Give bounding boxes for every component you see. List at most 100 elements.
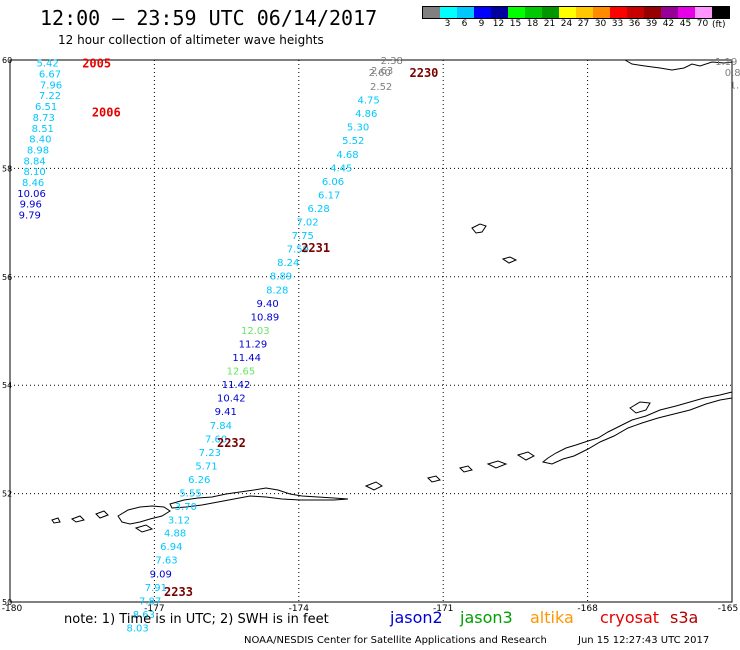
page-title: 12:00 – 23:59 UTC 06/14/2017 bbox=[40, 6, 378, 30]
wave-height-value: 6.67 bbox=[39, 70, 61, 81]
wave-height-value: 7.22 bbox=[39, 91, 61, 102]
satellite-label-altika: altika bbox=[530, 608, 574, 627]
wave-height-value: 5.71 bbox=[195, 461, 217, 472]
wave-height-value: 7.75 bbox=[292, 231, 314, 242]
legend-label: 36 bbox=[628, 19, 641, 29]
wave-height-value: 11.29 bbox=[239, 339, 268, 350]
legend-label: 27 bbox=[577, 19, 590, 29]
wave-height-value: 10.42 bbox=[217, 394, 246, 405]
legend-swatch bbox=[593, 7, 610, 18]
wave-height-value: 5.52 bbox=[342, 136, 364, 147]
wave-height-value: 12.03 bbox=[241, 326, 270, 337]
wave-height-value: 7.60 bbox=[205, 434, 227, 445]
lon-label: -180 bbox=[2, 604, 23, 614]
wave-height-value: 8.03 bbox=[126, 623, 148, 634]
legend-swatch bbox=[491, 7, 508, 18]
pass-time-label: 2231 bbox=[301, 241, 330, 255]
lon-label: -171 bbox=[433, 604, 453, 614]
wave-height-value: 4.88 bbox=[164, 529, 186, 540]
wave-height-value: 6.51 bbox=[35, 102, 57, 113]
pass-time-labels: 2005 2006 2230 2231 2232 2233 bbox=[82, 57, 438, 599]
wave-height-value: 7.87 bbox=[139, 596, 161, 607]
coastline bbox=[51, 59, 733, 533]
satellite-label-cryosat: cryosat bbox=[600, 608, 660, 627]
legend-swatch bbox=[542, 7, 559, 18]
aleutian-west-chain bbox=[117, 505, 171, 525]
legend-swatch bbox=[695, 7, 712, 18]
legend-label: 3 bbox=[444, 19, 451, 29]
legend-swatch bbox=[457, 7, 474, 18]
legend-swatch bbox=[712, 7, 729, 18]
wave-height-value: 8.10 bbox=[23, 167, 45, 178]
wave-height-value: 9.96 bbox=[20, 200, 42, 211]
satellite-label-s3a: s3a bbox=[670, 608, 699, 627]
legend-swatch bbox=[678, 7, 695, 18]
legend-swatch bbox=[508, 7, 525, 18]
island-north-2 bbox=[501, 256, 518, 264]
aleutian-east-coast bbox=[541, 391, 733, 465]
island-west-c bbox=[51, 517, 61, 524]
legend-label: 6 bbox=[461, 19, 468, 29]
wave-height-value: 6.26 bbox=[188, 475, 210, 486]
pass-time-label: 2230 bbox=[410, 66, 439, 80]
pass-time-label: 2232 bbox=[217, 436, 246, 450]
wave-height-value: 7.91 bbox=[145, 583, 167, 594]
legend-swatch bbox=[559, 7, 576, 18]
satellite-label-jason3: jason3 bbox=[460, 608, 513, 627]
lat-label: 60 bbox=[2, 56, 12, 65]
wave-height-value: 9.41 bbox=[215, 407, 237, 418]
footer-credit: NOAA/NESDIS Center for Satellite Applica… bbox=[244, 635, 547, 646]
wave-height-value: 1. bbox=[730, 80, 740, 91]
wave-height-value: 9.40 bbox=[256, 299, 278, 310]
legend-swatch bbox=[525, 7, 542, 18]
lon-label: -168 bbox=[577, 604, 598, 614]
lat-label: 54 bbox=[2, 381, 12, 390]
aleutian-central-chain bbox=[169, 487, 349, 509]
longitude-labels: -180 -177 -174 -171 -168 -165 bbox=[2, 604, 738, 614]
legend-label: 21 bbox=[543, 19, 556, 29]
wave-height-value: 6.94 bbox=[160, 542, 182, 553]
wave-height-value: 8.28 bbox=[266, 285, 288, 296]
legend-labels: 3 6 9 12 15 18 21 24 27 30 33 36 39 42 45 70 bbox=[422, 19, 730, 29]
wave-height-value: 2.52 bbox=[370, 82, 392, 93]
wave-height-value: 12.65 bbox=[227, 367, 256, 378]
legend-swatch bbox=[423, 7, 440, 18]
legend-label: 12 bbox=[492, 19, 505, 29]
legend-label: 45 bbox=[679, 19, 692, 29]
wave-height-value: 0.8 bbox=[725, 68, 740, 79]
pass-time-label: 2006 bbox=[92, 105, 121, 119]
wave-height-value: 7.23 bbox=[199, 448, 221, 459]
wave-height-value: 8.73 bbox=[33, 113, 55, 124]
color-scale-legend: 3 6 9 12 15 18 21 24 27 30 33 36 39 42 45 70 (ft) bbox=[422, 6, 730, 30]
pass-time-label: 2005 bbox=[82, 57, 111, 71]
wave-height-value: 4.75 bbox=[358, 96, 380, 107]
island-west-d bbox=[134, 524, 154, 533]
legend-swatch bbox=[627, 7, 644, 18]
legend-label: 9 bbox=[478, 19, 485, 29]
wave-height-value: 4.86 bbox=[355, 109, 377, 120]
legend-label bbox=[422, 19, 439, 29]
island-north-1 bbox=[471, 223, 487, 234]
island-east-b bbox=[486, 460, 508, 469]
mainland-coast-north bbox=[624, 59, 733, 71]
wave-height-value: 8.98 bbox=[27, 145, 49, 156]
island-east-c bbox=[459, 465, 473, 473]
wave-height-value: 8.63 bbox=[133, 610, 155, 621]
wave-height-value: 11.42 bbox=[222, 380, 251, 391]
legend-unit: (ft) bbox=[712, 20, 726, 30]
wave-height-value: 4.68 bbox=[336, 150, 358, 161]
wave-height-value: 10.89 bbox=[251, 312, 280, 323]
wave-height-value: 4.45 bbox=[330, 163, 352, 174]
wave-height-value: 11.44 bbox=[232, 353, 261, 364]
legend-color-bar bbox=[422, 6, 730, 19]
wave-height-value: 8.46 bbox=[22, 178, 44, 189]
wave-height-value: 9.09 bbox=[150, 569, 172, 580]
wave-height-value: 8.89 bbox=[270, 272, 292, 283]
map-gridlines bbox=[10, 60, 732, 602]
legend-label: 18 bbox=[526, 19, 539, 29]
island-east-e bbox=[364, 481, 383, 491]
wave-height-value: 5.30 bbox=[347, 123, 369, 134]
wave-height-value: 9.79 bbox=[19, 210, 41, 221]
wave-height-value: 1.19 bbox=[715, 57, 737, 68]
